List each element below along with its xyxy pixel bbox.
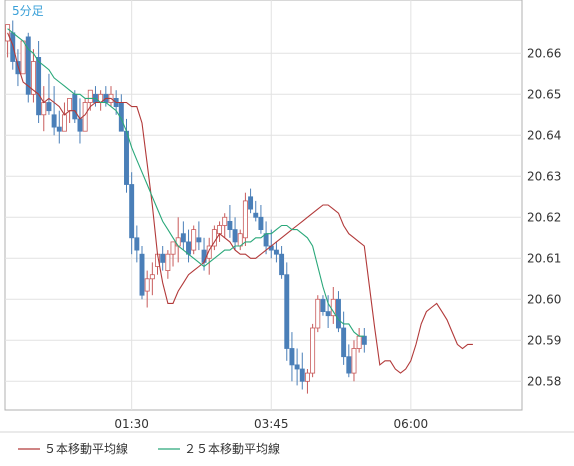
candle-body bbox=[201, 249, 207, 263]
candle-body bbox=[279, 253, 285, 276]
candle-body bbox=[273, 249, 279, 255]
candle-body bbox=[320, 298, 326, 312]
candle-body bbox=[82, 102, 88, 132]
candle-body bbox=[129, 184, 135, 239]
candle-body bbox=[56, 126, 62, 132]
candle-body bbox=[361, 335, 367, 345]
legend-label-1: ５本移動平均線 bbox=[44, 441, 128, 456]
candle-body bbox=[41, 102, 47, 116]
moving-averages bbox=[7, 28, 473, 374]
candle-body bbox=[144, 278, 150, 292]
candle-body bbox=[175, 237, 181, 247]
candle-body bbox=[310, 327, 316, 374]
y-tick-labels: 20.58 20.59 20.60 20.61 20.62 20.63 20.64 20.65… bbox=[527, 46, 561, 388]
candle-body bbox=[139, 253, 145, 296]
x-tick-label: 06:00 bbox=[394, 417, 429, 431]
candle-body bbox=[36, 57, 42, 116]
candle-body bbox=[160, 253, 166, 263]
candle-body bbox=[341, 327, 347, 358]
candle-body bbox=[165, 253, 171, 271]
candle-body bbox=[134, 237, 140, 251]
candle-body bbox=[222, 216, 228, 226]
candle-body bbox=[20, 40, 26, 75]
candle-body bbox=[315, 298, 321, 329]
y-tick-label: 20.64 bbox=[527, 128, 561, 142]
candle-body bbox=[77, 118, 83, 132]
candle-body bbox=[227, 220, 233, 230]
candle-body bbox=[304, 372, 310, 382]
candle-body bbox=[232, 229, 238, 243]
candle-body bbox=[284, 274, 290, 349]
candle-body bbox=[253, 212, 259, 218]
plot-area bbox=[4, 0, 523, 411]
candle-body bbox=[242, 200, 248, 239]
x-tick-label: 01:30 bbox=[114, 417, 149, 431]
legend-label-2: ２５本移動平均線 bbox=[184, 441, 280, 456]
candle-body bbox=[196, 237, 202, 243]
y-tick-label: 20.58 bbox=[527, 374, 561, 388]
candle-body bbox=[61, 114, 67, 132]
x-tick-label: 03:45 bbox=[254, 417, 289, 431]
candle-body bbox=[25, 36, 31, 95]
y-tick-label: 20.63 bbox=[527, 169, 561, 183]
y-tick-label: 20.59 bbox=[527, 333, 561, 347]
ma-line-2 bbox=[7, 28, 365, 337]
candle-body bbox=[186, 241, 192, 255]
y-tick-label: 20.61 bbox=[527, 251, 561, 265]
candle-body bbox=[289, 348, 295, 366]
y-tick-label: 20.66 bbox=[527, 46, 561, 60]
candle-body bbox=[351, 348, 357, 374]
candle-body bbox=[335, 298, 341, 329]
candle-body bbox=[170, 241, 176, 255]
grid-lines bbox=[5, 0, 522, 410]
candle-body bbox=[191, 229, 197, 251]
candle-body bbox=[87, 89, 93, 103]
y-tick-label: 20.60 bbox=[527, 292, 561, 306]
candle-body bbox=[248, 196, 254, 210]
candle-body bbox=[180, 233, 186, 243]
candle-body bbox=[206, 245, 212, 259]
candle-body bbox=[258, 216, 264, 231]
y-tick-label: 20.65 bbox=[527, 87, 561, 101]
candle-body bbox=[30, 61, 36, 95]
candle-body bbox=[51, 114, 57, 128]
candle-body bbox=[149, 274, 155, 280]
candle-body bbox=[356, 335, 362, 349]
candle-body bbox=[46, 102, 52, 112]
candle-body bbox=[72, 93, 78, 120]
candle-body bbox=[124, 130, 129, 185]
candle-body bbox=[294, 364, 300, 370]
x-tick-labels: 01:30 03:45 06:00 bbox=[114, 417, 428, 431]
candle-body bbox=[299, 368, 305, 382]
candle-body bbox=[325, 311, 331, 317]
candle-body bbox=[217, 225, 223, 235]
candle-body bbox=[5, 24, 11, 42]
chart-title: 5分足 bbox=[12, 4, 44, 18]
ma-line-1 bbox=[7, 32, 473, 374]
candle-body bbox=[67, 98, 73, 112]
candles bbox=[5, 20, 367, 394]
legend: ５本移動平均線 ２５本移動平均線 bbox=[18, 441, 280, 456]
candle-body bbox=[15, 61, 21, 75]
candle-body bbox=[346, 356, 352, 374]
y-tick-label: 20.62 bbox=[527, 210, 561, 224]
